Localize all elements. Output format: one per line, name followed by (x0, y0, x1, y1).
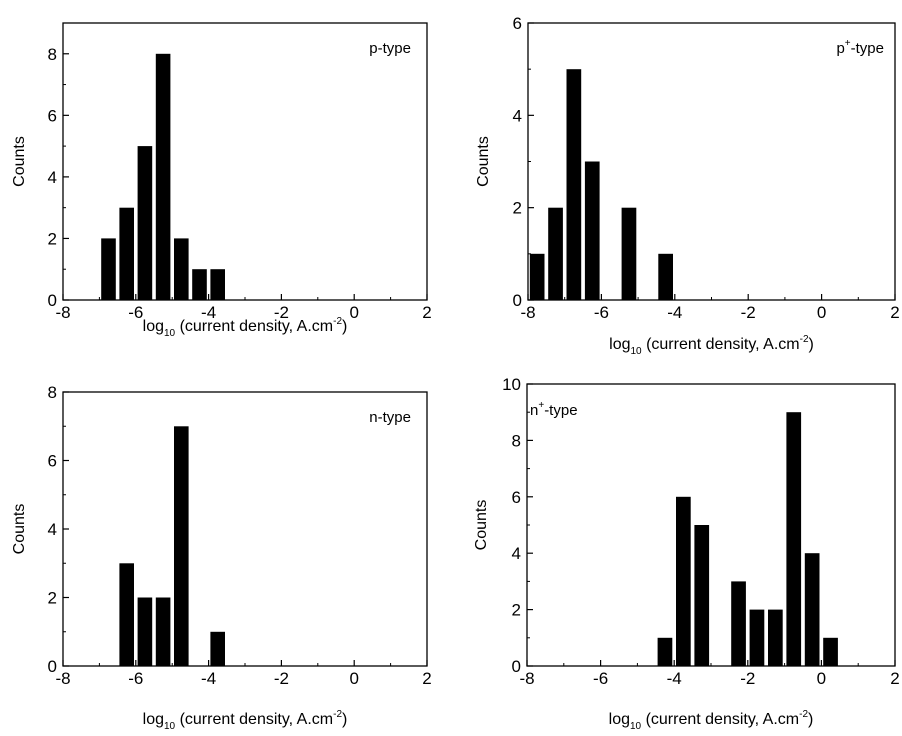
y-tick-label: 4 (512, 544, 521, 563)
plot-frame (62, 22, 428, 301)
x-tick-label: 0 (817, 669, 826, 688)
histogram-bar (621, 207, 637, 300)
histogram-bar (210, 269, 225, 300)
x-tick-label: -2 (741, 303, 756, 322)
x-tick-label: 2 (890, 303, 899, 322)
y-tick-label: 0 (512, 657, 521, 676)
panel-label: n-type (369, 409, 411, 426)
y-tick-label: 8 (48, 383, 57, 402)
histogram-bar (694, 525, 710, 666)
histogram-bar (786, 412, 802, 666)
y-tick-label: 4 (48, 168, 57, 187)
x-tick-label: -6 (594, 303, 609, 322)
y-tick-label: 4 (48, 520, 57, 539)
chart-panel-4: -8 -6 -4 -2 0 2 0 2 4 6 8 10 Counts log10 (current de… (473, 375, 900, 732)
y-tick-label: 8 (48, 45, 57, 64)
histogram-bar (658, 253, 673, 300)
x-tick-label: -4 (667, 669, 682, 688)
histogram-bar (804, 553, 820, 666)
panel-label: n+-type (530, 400, 578, 419)
x-tick-label: -6 (128, 303, 143, 322)
plot-frame (527, 22, 896, 301)
x-tick-label: 2 (422, 303, 431, 322)
histogram-bar (823, 637, 838, 666)
histogram-bar (731, 581, 746, 666)
plot-frame (62, 391, 428, 667)
x-tick-label: -8 (519, 669, 534, 688)
histogram-bar (749, 609, 765, 666)
y-tick-label: 6 (512, 488, 521, 507)
y-axis-title: Counts (475, 136, 492, 187)
y-tick-label: 10 (502, 375, 521, 394)
histogram-bar (192, 269, 207, 300)
x-tick-label: 2 (422, 669, 431, 688)
y-tick-label: 0 (48, 291, 57, 310)
y-tick-label: 4 (513, 106, 522, 125)
chart-panel-2: -8 -6 -4 -2 0 2 0 2 4 6 Counts log10 (current densi… (475, 14, 900, 357)
x-tick-label: -8 (55, 669, 70, 688)
y-tick-label: 6 (513, 14, 522, 33)
histogram-bar (155, 597, 171, 666)
histogram-bar (137, 146, 153, 300)
histogram-bar (174, 238, 189, 300)
chart-panel-3: -8 -6 -4 -2 0 2 0 2 4 6 8 Counts log10 (current dens… (11, 383, 432, 732)
histogram-bar (137, 597, 153, 666)
x-tick-label: -6 (128, 669, 143, 688)
histogram-bar (174, 426, 189, 667)
x-tick-label: -6 (593, 669, 608, 688)
histogram-bar (155, 53, 171, 300)
y-tick-label: 8 (512, 431, 521, 450)
x-tick-label: -4 (201, 303, 216, 322)
x-tick-label: 2 (890, 669, 899, 688)
x-tick-label: -8 (520, 303, 535, 322)
x-axis-title: log10 (current density, A.cm-2) (143, 316, 348, 339)
x-tick-label: -8 (55, 303, 70, 322)
x-axis-title: log10 (current density, A.cm-2) (143, 709, 348, 732)
y-tick-label: 6 (48, 452, 57, 471)
x-tick-label: -4 (667, 303, 682, 322)
y-tick-label: 6 (48, 106, 57, 125)
y-axis-title: Counts (473, 500, 490, 551)
y-tick-label: 2 (48, 229, 57, 248)
histogram-bar (119, 563, 134, 667)
x-tick-label: 0 (349, 303, 358, 322)
x-axis-title: log10 (current density, A.cm-2) (609, 709, 814, 732)
x-tick-label: -2 (274, 303, 289, 322)
y-tick-label: 2 (512, 601, 521, 620)
histogram-bar (529, 253, 545, 300)
plot-frame (526, 383, 896, 667)
x-tick-label: -2 (740, 669, 755, 688)
histogram-bar (584, 161, 600, 300)
panel-label: p-type (369, 40, 411, 57)
panel-label: p+-type (836, 38, 884, 57)
histogram-bar (101, 238, 116, 300)
y-tick-label: 0 (48, 657, 57, 676)
x-axis-title: log10 (current density, A.cm-2) (609, 334, 814, 357)
x-tick-label: -4 (201, 669, 216, 688)
histogram-bar (657, 637, 673, 666)
x-tick-label: 0 (817, 303, 826, 322)
y-axis-title: Counts (11, 136, 28, 187)
y-tick-label: 2 (513, 199, 522, 218)
histogram-bar (548, 207, 563, 300)
x-tick-label: 0 (349, 669, 358, 688)
chart-panel-1: -8 -6 -4 -2 0 2 0 2 4 6 8 Counts log10 (current dens… (11, 22, 432, 339)
y-tick-label: 0 (513, 291, 522, 310)
x-tick-label: -2 (274, 669, 289, 688)
histogram-bar (676, 496, 691, 666)
histogram-bar (768, 609, 783, 666)
histogram-bar (566, 69, 582, 300)
y-tick-label: 2 (48, 589, 57, 608)
histogram-bar (210, 631, 225, 667)
y-axis-title: Counts (11, 504, 28, 555)
histogram-bar (119, 207, 134, 300)
